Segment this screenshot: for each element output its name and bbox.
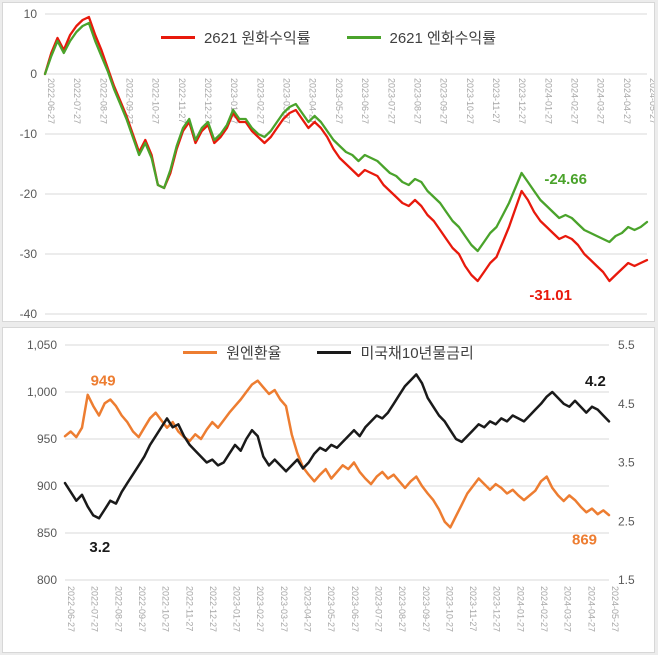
x-axis-tick-label: 2022-07-27 <box>90 586 100 632</box>
x-axis-tick-label: 2023-05-27 <box>334 78 344 124</box>
y-axis-tick-label: 900 <box>37 479 57 493</box>
x-axis-tick-label: 2022-11-27 <box>177 78 187 123</box>
annotation-1: -31.01 <box>529 287 572 304</box>
x-axis-tick-label: 2023-07-27 <box>374 586 384 632</box>
annotation-1: 3.2 <box>89 539 110 556</box>
fx-rate-chart: 1,0501,0009509008508005.54.53.52.51.5202… <box>27 338 635 632</box>
x-axis-tick-label: 2022-07-27 <box>72 78 82 124</box>
x-axis-tick-label: 2024-02-27 <box>570 78 580 124</box>
x-axis-tick-label: 2024-01-27 <box>543 78 553 124</box>
x-axis-tick-label: 2024-02-27 <box>539 586 549 632</box>
x-axis-tick-label: 2023-04-27 <box>308 78 318 124</box>
series-line-0 <box>63 379 611 529</box>
y-axis-tick-label: -40 <box>20 307 38 321</box>
x-axis-tick-label: 2023-06-27 <box>360 78 370 124</box>
y-axis-tick-label: 800 <box>37 573 57 587</box>
y-axis-tick-label: 850 <box>37 526 57 540</box>
y-axis-tick-label: -20 <box>20 187 38 201</box>
y-axis-tick-label: 950 <box>37 432 57 446</box>
y-axis-tick-label: -10 <box>20 127 38 141</box>
y-axis-right-tick-label: 3.5 <box>618 456 635 470</box>
x-axis-tick-label: 2023-09-27 <box>421 586 431 632</box>
x-axis-tick-label: 2023-12-27 <box>517 78 527 124</box>
x-axis-tick-label: 2022-12-27 <box>203 78 213 124</box>
annotation-0: 949 <box>91 373 116 390</box>
returns-chart-panel: 10 0 -10 -20 -30 -40 2022-06-27 2022-07-27 2022-… <box>2 2 655 322</box>
returns-chart: 10 0 -10 -20 -30 -40 2022-06-27 2022-07-27 2022-… <box>20 7 654 321</box>
x-axis-tick-label: 2024-04-27 <box>622 78 632 124</box>
x-axis-tick-label: 2023-10-27 <box>444 586 454 632</box>
x-axis-tick-label: 2023-01-27 <box>232 586 242 632</box>
x-axis-tick-label: 2022-10-27 <box>151 78 161 124</box>
x-axis-tick-label: 2024-03-27 <box>596 78 606 124</box>
x-axis-tick-label: 2023-08-27 <box>412 78 422 124</box>
x-axis-tick-label: 2023-11-27 <box>468 586 478 631</box>
x-axis-tick-label: 2022-08-27 <box>98 78 108 124</box>
x-axis-tick-label: 2023-12-27 <box>492 586 502 632</box>
series-line-0 <box>43 15 649 283</box>
x-axis-tick-label: 2023-03-27 <box>279 586 289 632</box>
fx-rate-chart-panel: 1,050 1,000 950 900 850 800 5.5 4.5 3.5 2.5 1.5 202… <box>2 327 655 653</box>
x-axis-tick-label: 2023-06-27 <box>350 586 360 632</box>
y-axis-right-tick-label: 4.5 <box>618 397 635 411</box>
y-axis-right-tick-label: 2.5 <box>618 514 635 528</box>
y-axis-tick-label: 1,050 <box>27 338 57 352</box>
series-line-1 <box>63 373 611 520</box>
annotation-0: -24.66 <box>544 171 587 188</box>
x-axis-tick-label: 2024-03-27 <box>563 586 573 632</box>
x-axis-tick-label: 2023-02-27 <box>255 586 265 632</box>
x-axis-tick-label: 2022-06-27 <box>46 78 56 124</box>
y-axis-tick-label: 1,000 <box>27 385 57 399</box>
x-axis-tick-label: 2022-09-27 <box>137 586 147 632</box>
x-axis-tick-label: 2022-12-27 <box>208 586 218 632</box>
x-axis-tick-label: 2023-09-27 <box>439 78 449 124</box>
annotation-2: 4.2 <box>585 373 606 390</box>
x-axis-tick-label: 2022-11-27 <box>184 586 194 631</box>
y-axis-tick-label: -30 <box>20 247 38 261</box>
x-axis-tick-label: 2024-05-27 <box>610 586 620 632</box>
x-axis-tick-label: 2023-03-27 <box>282 78 292 124</box>
x-axis-tick-label: 2022-06-27 <box>66 586 76 632</box>
x-axis-tick-label: 2024-01-27 <box>515 586 525 632</box>
x-axis-tick-label: 2024-05-27 <box>648 78 654 124</box>
x-axis-tick-label: 2023-02-27 <box>255 78 265 124</box>
x-axis-tick-label: 2022-08-27 <box>113 586 123 632</box>
x-axis-tick-label: 2023-01-27 <box>229 78 239 124</box>
annotation-3: 869 <box>572 532 597 549</box>
x-axis-tick-label: 2022-09-27 <box>125 78 135 124</box>
x-axis-tick-label: 2023-05-27 <box>326 586 336 632</box>
x-axis-tick-label: 2023-08-27 <box>397 586 407 632</box>
y-axis-right-tick-label: 5.5 <box>618 338 635 352</box>
x-axis-tick-label: 2023-04-27 <box>303 586 313 632</box>
x-axis-tick-label: 2023-07-27 <box>386 78 396 124</box>
y-axis-tick-label: 10 <box>24 7 38 21</box>
y-axis-right-tick-label: 1.5 <box>618 573 635 587</box>
y-axis-tick-label: 0 <box>30 67 37 81</box>
x-axis-tick-label: 2023-11-27 <box>491 78 501 123</box>
x-axis-tick-label: 2023-10-27 <box>465 78 475 124</box>
x-axis-tick-label: 2024-04-27 <box>586 586 596 632</box>
series-line-1 <box>43 21 649 253</box>
x-axis-tick-label: 2022-10-27 <box>161 586 171 632</box>
